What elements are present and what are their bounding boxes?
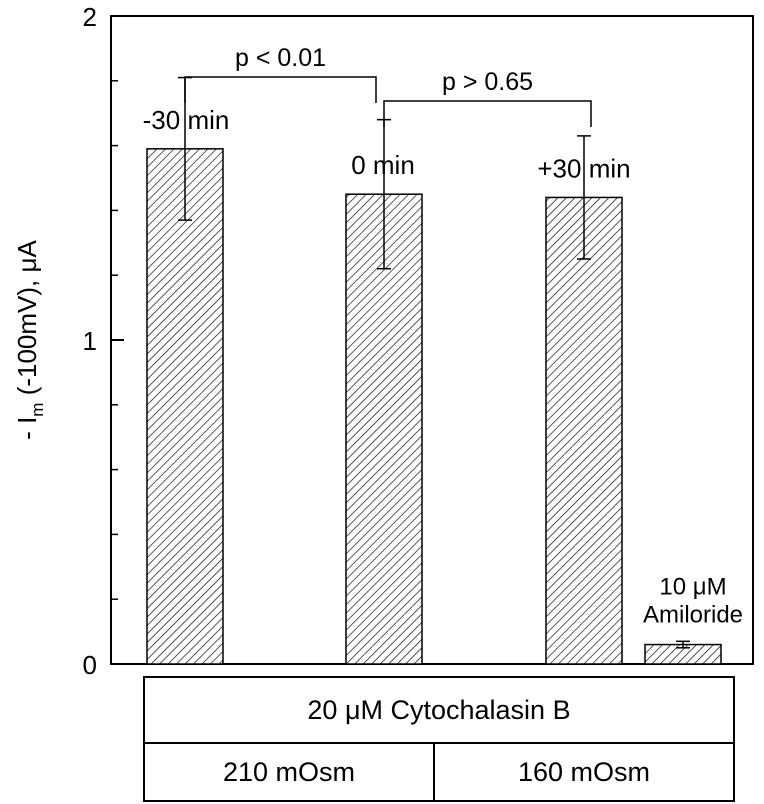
significance-label: p > 0.65 <box>442 68 533 96</box>
bar <box>345 193 423 665</box>
error-bars-group <box>178 76 690 649</box>
bars-group <box>146 148 722 665</box>
y-axis-ticks <box>111 15 124 665</box>
significance-bracket <box>383 100 592 127</box>
y-axis-tick-labels: 0 1 2 <box>83 2 97 680</box>
group-label-160: 160 mOsm <box>433 742 735 802</box>
group-label-160-text: 160 mOsm <box>517 756 651 787</box>
bar <box>146 148 224 665</box>
y-tick-label: 1 <box>83 326 97 356</box>
group-label-210: 210 mOsm <box>143 742 435 802</box>
y-axis-label-prefix: - I <box>12 417 42 440</box>
significance-label: p < 0.01 <box>235 44 326 72</box>
bar-label: +30 min <box>537 153 630 183</box>
group-label-210-text: 210 mOsm <box>222 756 356 787</box>
y-axis-label-suffix: (-100mV), μA <box>12 240 42 403</box>
bar-label: -30 min <box>143 105 230 135</box>
bar-annotation-line: 10 μM <box>659 574 726 601</box>
treatment-label-text: 20 μM Cytochalasin B <box>307 694 571 725</box>
bar <box>545 196 623 665</box>
bar-annotation-line: Amiloride <box>643 602 743 629</box>
treatment-label: 20 μM Cytochalasin B <box>143 676 735 744</box>
bar-label: 0 min <box>351 150 415 180</box>
y-tick-label: 0 <box>83 650 97 680</box>
y-axis-label-subscript: m <box>28 403 47 417</box>
significance-bracket <box>184 76 377 103</box>
y-tick-label: 2 <box>83 2 97 32</box>
y-axis-label: - Im (-100mV), μA <box>12 240 47 440</box>
comparisons-group: p < 0.01 p > 0.65 <box>184 44 592 127</box>
